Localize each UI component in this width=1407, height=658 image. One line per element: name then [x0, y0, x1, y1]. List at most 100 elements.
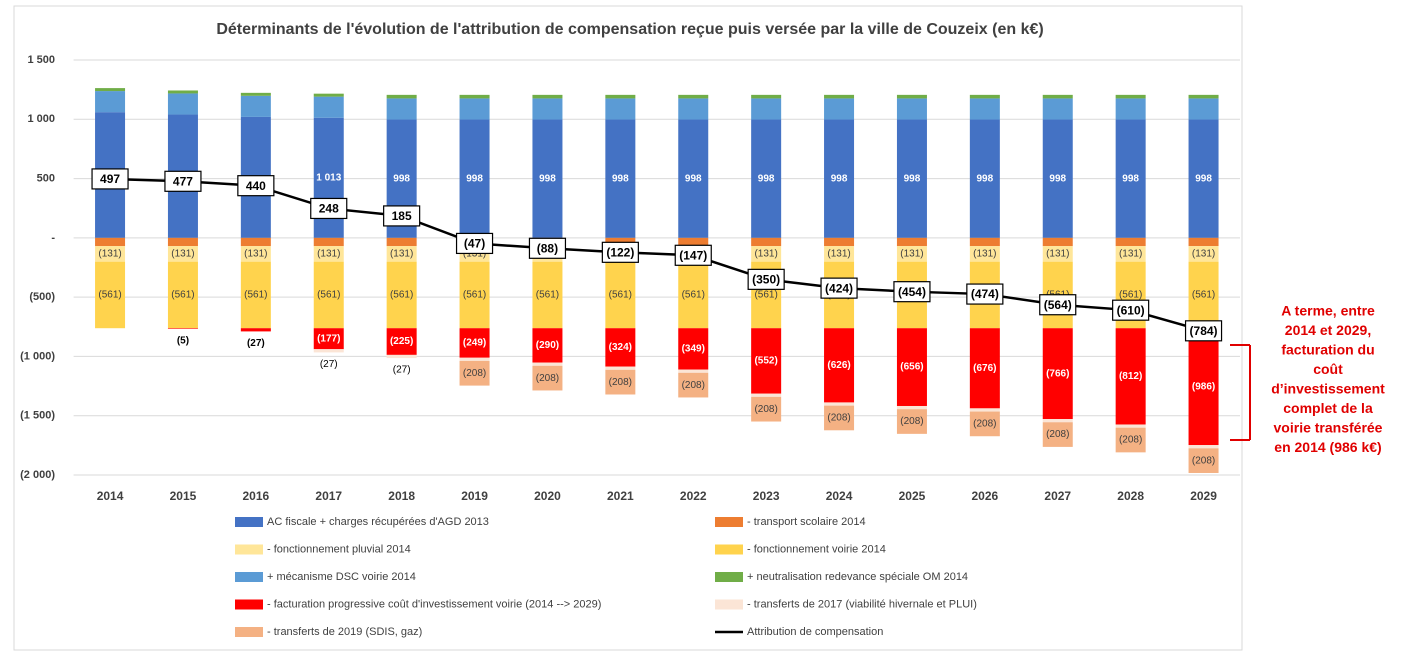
- data-label: (561): [682, 290, 705, 301]
- data-label: (249): [463, 338, 486, 349]
- data-label: (5): [177, 335, 189, 346]
- line-label: 440: [246, 179, 266, 193]
- bar-segment: [240, 246, 271, 262]
- data-label: (131): [1119, 249, 1142, 260]
- bar-segment: [969, 237, 1000, 247]
- bar-segment: [678, 261, 709, 329]
- x-tick-label: 2029: [1190, 489, 1217, 503]
- bar-segment: [240, 237, 271, 247]
- bar-segment: [751, 328, 782, 394]
- data-label: (208): [1046, 429, 1069, 440]
- line-label-box: [1039, 294, 1077, 316]
- bar-segment: [751, 98, 782, 120]
- data-label: (208): [827, 413, 850, 424]
- data-label: 998: [539, 173, 556, 184]
- bar-segment: [313, 261, 344, 329]
- bar-segment: [969, 94, 1000, 99]
- line-label: (88): [537, 241, 558, 255]
- bar-segment: [459, 360, 490, 386]
- x-tick-label: 2022: [680, 489, 707, 503]
- data-label: (27): [393, 365, 411, 376]
- bar-segment: [95, 261, 126, 329]
- bar-segment: [240, 95, 271, 117]
- bar-segment: [678, 369, 709, 373]
- bar-segment: [532, 98, 563, 120]
- line-label-box: [310, 197, 348, 220]
- bar-segment: [605, 366, 636, 370]
- bar-segment: [969, 119, 1000, 238]
- legend-swatch: [235, 599, 263, 610]
- bar-segment: [240, 328, 271, 332]
- bar-segment: [824, 402, 855, 406]
- data-label: (177): [317, 333, 340, 344]
- bar-segment: [1188, 448, 1219, 473]
- bar-segment: [386, 237, 417, 247]
- line-label-box: [91, 168, 129, 190]
- bar-segment: [824, 119, 855, 238]
- data-label: 998: [393, 173, 410, 184]
- bar-segment: [313, 246, 344, 262]
- data-label: (290): [536, 340, 559, 351]
- bar-segment: [605, 261, 636, 329]
- bar-segment: [751, 237, 782, 247]
- x-tick-label: 2024: [826, 489, 853, 503]
- data-label: (986): [1192, 381, 1215, 392]
- line-label: (564): [1044, 298, 1072, 312]
- data-label: (676): [973, 363, 996, 374]
- x-tick-label: 2021: [607, 489, 634, 503]
- x-tick-label: 2020: [534, 489, 561, 503]
- data-label: (208): [754, 404, 777, 415]
- data-label: (561): [536, 290, 559, 301]
- data-label: (225): [390, 336, 413, 347]
- bar-segment: [678, 237, 709, 247]
- y-tick-label: -: [51, 232, 55, 244]
- line-label-box: [966, 283, 1004, 305]
- x-tick-label: 2018: [388, 489, 415, 503]
- legend-label: - transferts de 2019 (SDIS, gaz): [267, 626, 422, 638]
- data-label: (208): [463, 368, 486, 379]
- bar-segment: [969, 328, 1000, 409]
- legend-swatch: [715, 517, 743, 527]
- line-label: (610): [1117, 303, 1145, 317]
- bar-segment: [167, 90, 198, 94]
- bar-segment: [896, 94, 927, 99]
- x-tick-label: 2016: [242, 489, 269, 503]
- line-label-box: [1112, 299, 1150, 321]
- line-label-box: [455, 232, 494, 255]
- annotation: 2014 et 2029,: [1285, 322, 1371, 338]
- y-tick-label: 1 000: [27, 113, 55, 125]
- legend-label: + mécanisme DSC voirie 2014: [267, 571, 416, 583]
- bar-segment: [532, 94, 563, 99]
- data-label: 998: [1195, 173, 1212, 184]
- bar-segment: [678, 119, 709, 238]
- data-label: (626): [827, 360, 850, 371]
- bar-segment: [1042, 246, 1073, 262]
- chart-title: Déterminants de l'évolution de l'attribu…: [216, 21, 1043, 38]
- data-label: (561): [609, 290, 632, 301]
- legend-label: - fonctionnement voirie 2014: [747, 543, 886, 555]
- bar-segment: [751, 396, 782, 422]
- data-label: (208): [609, 377, 632, 388]
- bar-segment: [751, 393, 782, 397]
- bar-segment: [1188, 328, 1219, 446]
- data-label: (208): [682, 380, 705, 391]
- line-label: (122): [606, 245, 634, 259]
- annotation: d’investissement: [1271, 381, 1385, 397]
- line-label-box: [820, 277, 858, 299]
- bar-segment: [386, 246, 417, 262]
- bar-segment: [1188, 246, 1219, 262]
- data-label: 998: [977, 173, 994, 184]
- data-label: (208): [900, 416, 923, 427]
- data-label: (131): [1046, 249, 1069, 260]
- bar-segment: [459, 119, 490, 238]
- bar-segment: [678, 98, 709, 120]
- legend-swatch: [715, 572, 743, 582]
- annotation: facturation du: [1281, 342, 1374, 358]
- legend-label: Attribution de compensation: [747, 626, 883, 638]
- data-label: 998: [612, 173, 629, 184]
- legend-swatch: [235, 572, 263, 582]
- bar-segment: [1042, 94, 1073, 99]
- legend-swatch: [715, 544, 743, 555]
- bar-segment: [969, 408, 1000, 412]
- line-label: (474): [971, 287, 999, 301]
